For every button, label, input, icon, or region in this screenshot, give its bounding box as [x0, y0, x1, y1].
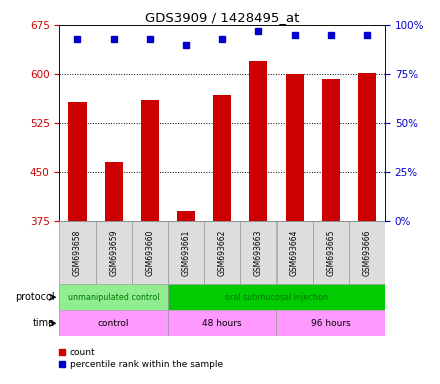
Bar [168, 221, 204, 284]
Text: GSM693662: GSM693662 [218, 229, 227, 276]
Text: 48 hours: 48 hours [202, 319, 242, 328]
Bar [313, 221, 349, 284]
Bar [105, 162, 123, 221]
Text: GSM693666: GSM693666 [363, 229, 371, 276]
Text: time: time [33, 318, 55, 328]
Bar [358, 73, 376, 221]
Bar [276, 310, 385, 336]
Text: GSM693661: GSM693661 [182, 229, 191, 276]
Bar [177, 211, 195, 221]
Text: oral submucosal injection: oral submucosal injection [225, 293, 328, 302]
Bar [95, 221, 132, 284]
Text: GSM693663: GSM693663 [254, 229, 263, 276]
Text: GSM693659: GSM693659 [109, 229, 118, 276]
Bar [204, 221, 240, 284]
Text: 96 hours: 96 hours [311, 319, 351, 328]
Bar [132, 221, 168, 284]
Bar [141, 100, 159, 221]
Bar [213, 95, 231, 221]
Text: GSM693665: GSM693665 [326, 229, 335, 276]
Text: GSM693660: GSM693660 [145, 229, 154, 276]
Bar [59, 310, 168, 336]
Text: unmanipulated control: unmanipulated control [68, 293, 159, 302]
Text: GSM693658: GSM693658 [73, 229, 82, 276]
Bar [59, 284, 168, 310]
Text: protocol: protocol [15, 292, 55, 302]
Bar [168, 310, 276, 336]
Bar [276, 221, 312, 284]
Text: control: control [98, 319, 129, 328]
Bar [322, 79, 340, 221]
Legend: count, percentile rank within the sample: count, percentile rank within the sample [55, 345, 226, 372]
Bar [59, 221, 95, 284]
Bar [168, 284, 385, 310]
Bar [240, 221, 276, 284]
Text: GSM693664: GSM693664 [290, 229, 299, 276]
Title: GDS3909 / 1428495_at: GDS3909 / 1428495_at [145, 11, 299, 24]
Bar [249, 61, 268, 221]
Bar [349, 221, 385, 284]
Bar [286, 74, 304, 221]
Bar [69, 102, 87, 221]
